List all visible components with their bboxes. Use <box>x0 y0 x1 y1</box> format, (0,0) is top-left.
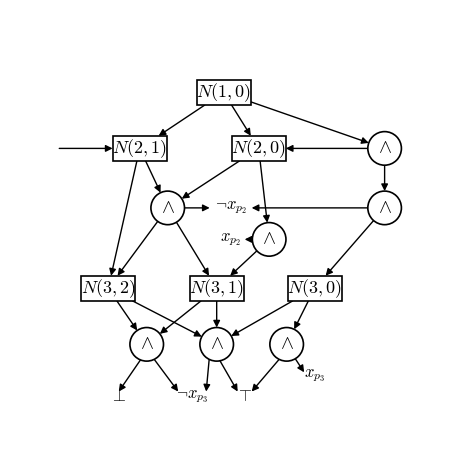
Text: $N(3,2)$: $N(3,2)$ <box>81 277 136 300</box>
Text: $\wedge$: $\wedge$ <box>262 230 276 248</box>
Text: $\wedge$: $\wedge$ <box>378 139 392 157</box>
FancyBboxPatch shape <box>288 276 342 301</box>
FancyBboxPatch shape <box>197 80 251 105</box>
Text: $x_{p_2}$: $x_{p_2}$ <box>220 231 241 248</box>
Text: $\neg x_{p_3}$: $\neg x_{p_3}$ <box>176 388 208 405</box>
FancyBboxPatch shape <box>190 276 244 301</box>
Text: $x_{p_3}$: $x_{p_3}$ <box>304 367 325 384</box>
Text: $\wedge$: $\wedge$ <box>210 335 224 353</box>
Circle shape <box>270 328 303 361</box>
Text: $\bot$: $\bot$ <box>110 388 127 405</box>
Text: $\wedge$: $\wedge$ <box>280 335 293 353</box>
Text: $N(2,0)$: $N(2,0)$ <box>231 137 286 160</box>
Text: $\wedge$: $\wedge$ <box>161 199 174 217</box>
Text: $N(3,1)$: $N(3,1)$ <box>189 277 244 300</box>
Text: $N(1,0)$: $N(1,0)$ <box>196 81 251 104</box>
FancyBboxPatch shape <box>113 136 167 161</box>
Text: $\top$: $\top$ <box>236 388 253 405</box>
FancyBboxPatch shape <box>81 276 136 301</box>
Circle shape <box>252 223 286 256</box>
FancyBboxPatch shape <box>232 136 286 161</box>
Text: $N(2,1)$: $N(2,1)$ <box>112 137 167 160</box>
Circle shape <box>368 191 401 225</box>
Text: $N(3,0)$: $N(3,0)$ <box>287 277 342 300</box>
Circle shape <box>200 328 234 361</box>
Text: $\wedge$: $\wedge$ <box>140 335 154 353</box>
Circle shape <box>151 191 184 225</box>
Text: $\neg x_{p_2}$: $\neg x_{p_2}$ <box>215 200 246 217</box>
Text: $\wedge$: $\wedge$ <box>378 199 392 217</box>
Circle shape <box>130 328 164 361</box>
Circle shape <box>368 132 401 165</box>
